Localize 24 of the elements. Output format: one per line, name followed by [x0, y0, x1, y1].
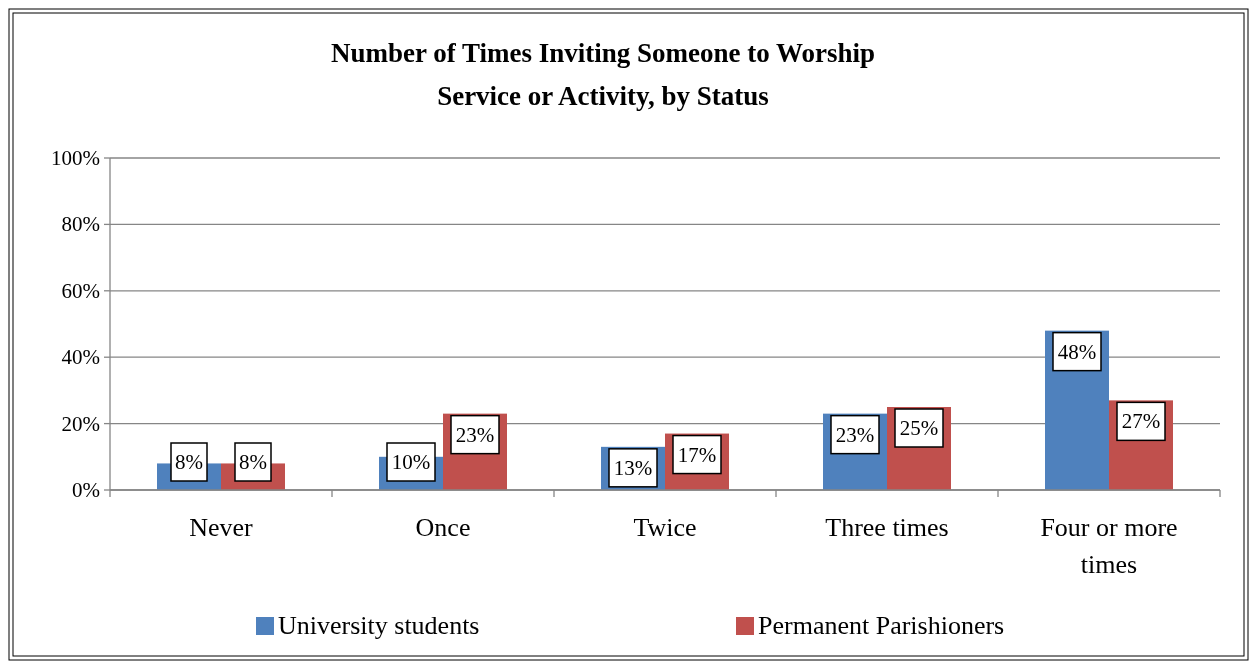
- y-tick-label: 100%: [51, 146, 100, 170]
- x-tick-label: Twice: [633, 513, 697, 542]
- chart-title: Number of Times Inviting Someone to Worship Service or Activity, by Status: [330, 38, 876, 111]
- x-tick-label: Once: [415, 513, 471, 542]
- x-tick-label: Three times: [825, 513, 949, 542]
- y-tick-label: 60%: [61, 278, 100, 303]
- data-label: 17%: [677, 442, 717, 467]
- data-label: 8%: [175, 450, 203, 474]
- y-tick-label: 80%: [61, 212, 100, 237]
- y-tick-label: 20%: [61, 411, 100, 436]
- data-label: 23%: [835, 422, 875, 447]
- data-label: 10%: [391, 450, 431, 474]
- data-label: 8%: [239, 450, 267, 474]
- data-label: 25%: [899, 416, 939, 440]
- data-label: 13%: [613, 455, 653, 480]
- y-tick-label: 40%: [61, 345, 100, 370]
- legend-label: University students: [278, 611, 480, 640]
- data-label: 23%: [455, 422, 495, 447]
- data-label: 27%: [1121, 409, 1161, 434]
- x-tick-label: Never: [189, 513, 254, 542]
- legend-label: Permanent Parishioners: [758, 611, 1005, 640]
- y-tick-label: 0%: [72, 478, 100, 502]
- x-tick-label: Four or more times: [1040, 513, 1178, 579]
- data-label: 48%: [1057, 339, 1097, 364]
